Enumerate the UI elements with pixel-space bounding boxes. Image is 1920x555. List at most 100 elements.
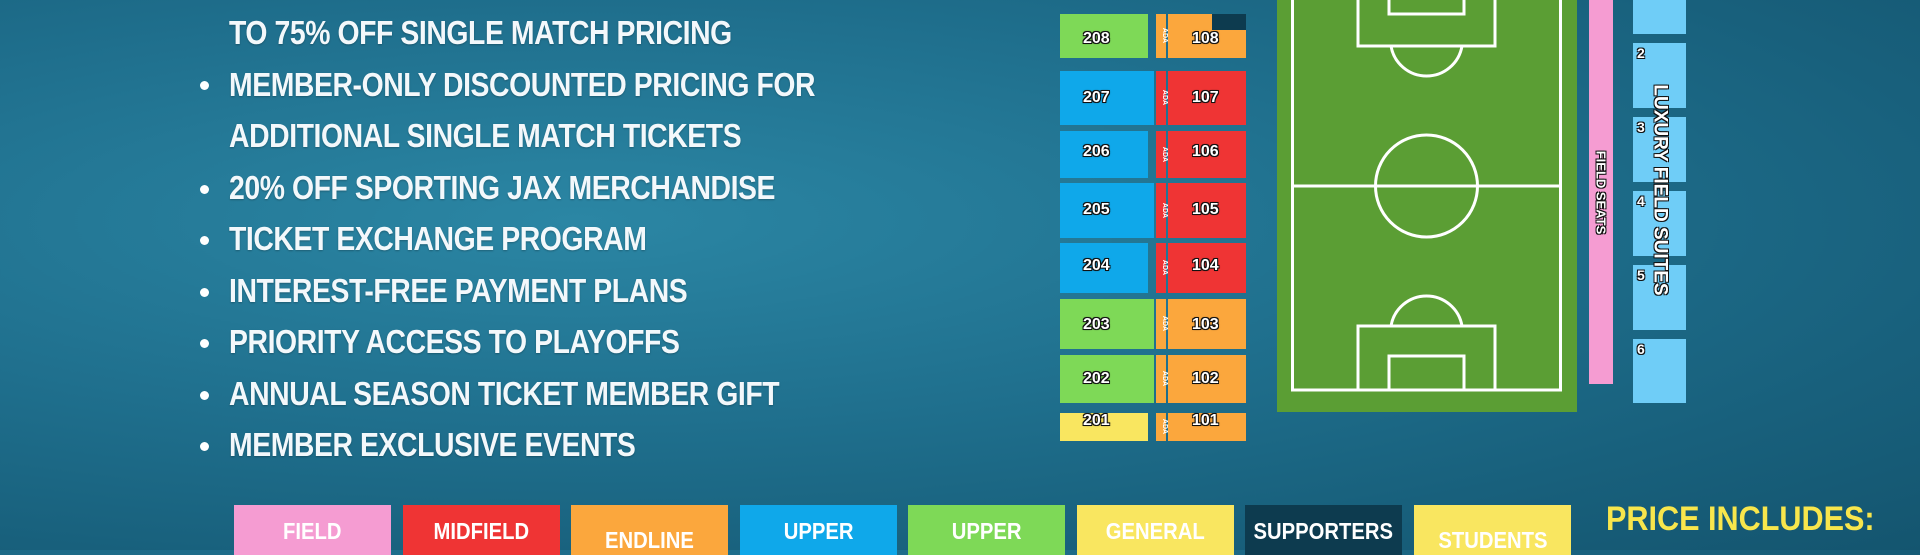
section-connector [1148,355,1154,403]
legend-label: FIELD [283,518,342,544]
legend-label: SUPPORTERS [1253,518,1394,544]
section-label: 108 [1192,30,1219,47]
section-label: 204 [1083,257,1110,274]
section-105[interactable] [1168,183,1246,238]
bullet-dot [200,391,209,400]
ada-strip [1156,71,1166,125]
section-203[interactable] [1060,299,1148,349]
suite-3[interactable] [1633,117,1686,182]
ada-strip [1156,355,1166,403]
section-107[interactable] [1168,71,1246,125]
ada-strip [1156,183,1166,238]
section-106[interactable] [1168,131,1246,178]
suites-title-wrap: LUXURY FIELD SUITES [1630,40,1690,340]
section-102[interactable] [1168,355,1246,403]
suite-number: 5 [1637,267,1645,283]
suite-4[interactable] [1633,191,1686,256]
section-206[interactable] [1060,131,1148,178]
section-connector [1148,299,1154,349]
benefit-line: MEMBER EXCLUSIVE EVENTS [229,426,636,463]
section-108-notch [1212,14,1246,30]
section-label: 105 [1192,201,1219,218]
suite-number: 4 [1637,193,1645,209]
bullet-dot [200,185,209,194]
legend-label: UPPER [783,518,854,544]
field-seats-label: FIELD SEATS [1593,150,1609,234]
legend-label: GENERAL [1106,518,1205,544]
section-label: 201 [1083,412,1110,429]
section-202[interactable] [1060,355,1148,403]
benefit-line: TO 75% OFF SINGLE MATCH PRICING [229,14,732,51]
section-204[interactable] [1060,243,1148,293]
suite-6[interactable] [1633,339,1686,403]
ada-label: ADA [1161,89,1169,106]
benefit-line: MEMBER-ONLY DISCOUNTED PRICING FOR [229,66,816,103]
section-201[interactable] [1060,413,1148,441]
suite-number: 6 [1637,341,1645,357]
benefit-line: ADDITIONAL SINGLE MATCH TICKETS [229,117,742,154]
ada-label: ADA [1161,259,1169,276]
ada-label: ADA [1161,418,1169,435]
section-label: 208 [1083,30,1110,47]
benefit-line: TICKET EXCHANGE PROGRAM [229,220,647,257]
ada-strip [1156,299,1166,349]
section-label: 102 [1192,370,1219,387]
suite-number: 2 [1637,45,1645,61]
price-includes-title: PRICE INCLUDES: [1606,500,1875,538]
section-label: 206 [1083,143,1110,160]
ada-strip [1156,131,1166,178]
legend-label: STUDENTS [1437,527,1548,553]
ada-strip [1156,413,1166,441]
suite-5[interactable] [1633,265,1686,330]
bullet-dot [200,288,209,297]
ada-label: ADA [1161,202,1169,218]
legend-label: UPPER [951,518,1022,544]
benefit-line: 20% OFF SPORTING JAX MERCHANDISE [229,169,776,206]
section-label: 205 [1083,201,1110,218]
field-seats-section[interactable] [1589,0,1613,384]
bullet-dot [200,236,209,245]
section-101[interactable] [1168,413,1246,441]
section-label: 202 [1083,370,1110,387]
benefit-line: ANNUAL SEASON TICKET MEMBER GIFT [229,375,780,412]
suite-1[interactable] [1633,0,1686,34]
bullet-dot [200,442,209,451]
pitch-surface [1277,0,1577,412]
legend-endline[interactable]: ENDLINE [571,505,728,555]
section-207[interactable] [1060,71,1148,125]
legend-upper-blue[interactable]: UPPER [740,505,897,555]
ada-strip [1156,14,1166,58]
legend-label: MIDFIELD [433,518,530,544]
section-label: 207 [1083,89,1110,106]
ada-label: ADA [1161,146,1169,162]
section-label: 106 [1192,143,1219,160]
section-label: 103 [1192,316,1219,333]
legend-field[interactable]: FIELD [234,505,391,555]
legend-students[interactable]: STUDENTS [1414,505,1571,555]
bullet-dot [200,81,209,90]
field-seats-label-wrap: FIELD SEATS [1589,0,1613,384]
legend-supporters[interactable]: SUPPORTERS [1245,505,1402,555]
legend-upper-green[interactable]: UPPER [908,505,1065,555]
legend-midfield[interactable]: MIDFIELD [403,505,560,555]
section-label: 203 [1083,316,1110,333]
suite-2[interactable] [1633,43,1686,108]
legend-label: ENDLINE [605,527,694,553]
section-208[interactable] [1060,14,1148,58]
benefits-list: TO 75% OFF SINGLE MATCH PRICING MEMBER-O… [0,0,820,480]
benefit-line: PRIORITY ACCESS TO PLAYOFFS [229,323,680,360]
ada-label: ADA [1161,370,1169,387]
section-label: 107 [1192,89,1219,106]
section-103[interactable] [1168,299,1246,349]
section-205[interactable] [1060,183,1148,238]
section-104[interactable] [1168,243,1246,293]
section-connector [1148,183,1154,238]
suite-number: 3 [1637,119,1645,135]
section-label: 101 [1192,412,1219,429]
bullet-dot [200,339,209,348]
ada-label: ADA [1161,27,1169,44]
legend-general[interactable]: GENERAL [1077,505,1234,555]
pitch-markings [1291,0,1562,392]
suites-title: LUXURY FIELD SUITES [1650,84,1672,296]
benefit-line: INTEREST-FREE PAYMENT PLANS [229,272,688,309]
